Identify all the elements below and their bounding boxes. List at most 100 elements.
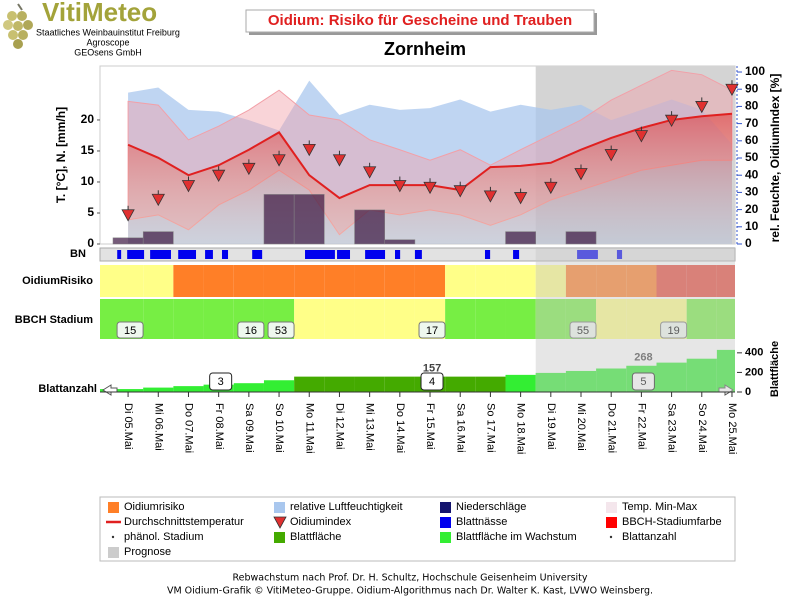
risk-cell <box>656 265 687 297</box>
risk-cell <box>233 265 264 297</box>
risk-cell <box>324 265 355 297</box>
legend-label: relative Luftfeuchtigkeit <box>290 501 403 513</box>
risk-cell <box>596 265 627 297</box>
oidium-index-marker <box>151 193 165 207</box>
risk-cell <box>686 265 717 297</box>
legend-swatch <box>273 516 287 529</box>
leaf-area-bar <box>686 358 717 392</box>
bbch-cell <box>596 299 627 339</box>
legend-swatch <box>274 532 285 543</box>
precipitation-bar <box>384 239 416 245</box>
legend-box <box>99 496 736 562</box>
legend-label: Blattfläche <box>290 531 341 543</box>
leaf-count-box <box>209 372 233 391</box>
leaf-area-bar <box>535 372 566 392</box>
bbch-stage: 19 <box>667 325 679 337</box>
bbch-stage: 55 <box>577 325 589 337</box>
legend-label: Prognose <box>124 546 171 558</box>
oidium-index-marker <box>332 154 347 167</box>
y-tick-label: 15 <box>81 143 95 157</box>
risk-cell <box>475 265 506 297</box>
oidium-index-marker <box>634 130 649 143</box>
legend-swatch <box>440 532 451 543</box>
x-tick-label: Mi 13.Mai <box>364 403 376 451</box>
leaf-wetness <box>577 250 598 259</box>
leaf-area-label: 268 <box>634 352 652 364</box>
x-tick-label: Sa 23.Mai <box>666 403 678 453</box>
leaf-count: 4 <box>429 376 435 388</box>
legend-label: Durchschnittstemperatur <box>124 516 244 528</box>
leaf-area-bar <box>565 370 597 392</box>
legend-swatch <box>440 517 451 528</box>
y2-tick-label: 30 <box>745 185 759 199</box>
risk-cell <box>100 265 144 297</box>
legend-swatch <box>606 502 617 513</box>
precipitation-bar <box>293 194 325 245</box>
leaf-area-bar <box>656 362 687 392</box>
y2-tick-label: 80 <box>745 99 759 113</box>
row-label: OidiumRisiko <box>22 275 93 287</box>
footer: Rebwachstum nach Prof. Dr. H. Schultz, H… <box>232 573 587 584</box>
x-tick-label: Di 12.Mai <box>334 403 346 449</box>
leaf-count-box <box>420 372 444 391</box>
oidium-index-marker <box>302 144 316 157</box>
leaf-area-bar <box>294 376 325 392</box>
y2-tick-label: 40 <box>745 167 759 181</box>
scroll-arrow-right <box>718 384 734 396</box>
oidium-index-marker <box>453 185 467 198</box>
leaf-area-bar <box>263 380 295 392</box>
legend-swatch <box>606 517 617 528</box>
risk-cell <box>354 265 385 297</box>
bbch-cell <box>203 299 234 339</box>
x-tick-label: So 10.Mai <box>273 403 285 453</box>
bbch-stage: 17 <box>426 325 438 337</box>
x-tick-label: Mo 18.Mai <box>515 403 527 454</box>
x-tick-label: Mo 25.Mai <box>726 403 738 454</box>
risk-cell <box>535 265 566 297</box>
y-tick-label: 20 <box>81 112 95 126</box>
forecast-overlay <box>535 247 735 392</box>
risk-cell <box>294 265 325 297</box>
bbch-stage-box <box>418 321 446 339</box>
bbch-stage: 16 <box>245 325 257 337</box>
leaf-wetness <box>484 250 491 259</box>
logo <box>3 3 33 49</box>
legend-label: Niederschläge <box>456 501 526 513</box>
precipitation-bar <box>565 231 597 245</box>
legend-label: Oidiumrisiko <box>124 501 185 513</box>
leaf-count-box <box>631 372 655 391</box>
legend-label: BBCH-Stadiumfarbe <box>622 516 722 528</box>
y-axis-label: T. [°C], N. [mm/h] <box>54 107 68 203</box>
x-tick-label: Fr 22.Mai <box>635 403 647 449</box>
bbch-stage-box <box>569 321 597 339</box>
x-tick-label: Fr 15.Mai <box>424 403 436 449</box>
bbch-stage: 15 <box>124 325 136 337</box>
leaf-area-bar <box>384 376 415 392</box>
leaf-wetness <box>221 250 229 259</box>
bbch-stage-box <box>116 321 144 339</box>
leaf-wetness <box>127 250 145 259</box>
oidium-index-marker <box>574 168 588 181</box>
leaf-area-bar <box>716 349 735 392</box>
y2-tick-label: 60 <box>745 133 759 147</box>
risk-cell <box>505 265 536 297</box>
bbch-cell <box>294 299 325 339</box>
leaf-wetness <box>117 250 122 259</box>
leaf-wetness <box>414 250 422 259</box>
leaf-wetness <box>305 250 335 259</box>
y2-tick-label: 100 <box>745 64 765 78</box>
precipitation-bar <box>505 231 536 245</box>
legend-swatch <box>111 535 115 539</box>
leaf-count: 3 <box>218 376 224 388</box>
legend-label: Blattanzahl <box>622 531 676 543</box>
y2-tick-label: 50 <box>745 150 759 164</box>
y-tick-label: 0 <box>87 236 94 250</box>
leaf-area-bar <box>233 383 264 392</box>
leaf-tick-label: 200 <box>745 366 763 378</box>
risk-cell <box>143 265 174 297</box>
leaf-wetness <box>150 250 171 259</box>
y2-tick-label: 20 <box>745 202 759 216</box>
legend-label: Oidiumindex <box>290 516 352 528</box>
oidium-index-marker <box>544 181 558 195</box>
risk-cell <box>384 265 415 297</box>
